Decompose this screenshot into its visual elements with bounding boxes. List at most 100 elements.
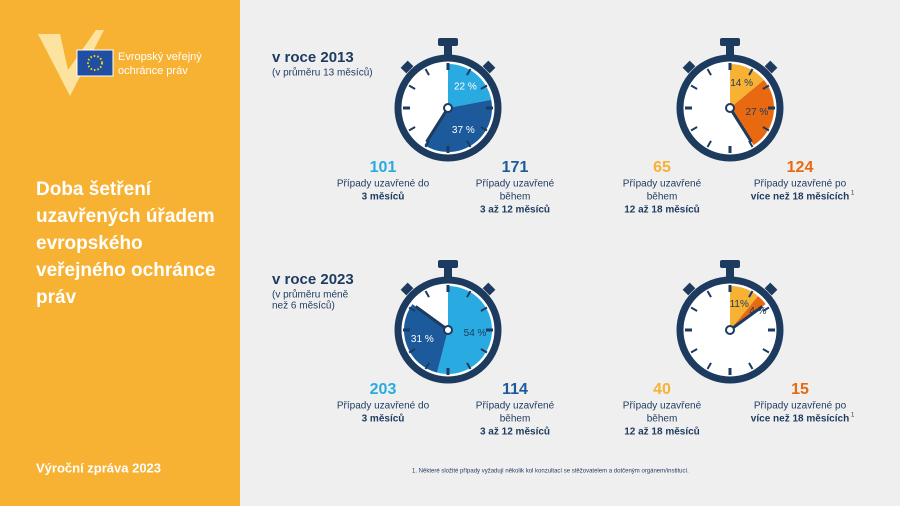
sidebar-title: uzavřených úřadem [36, 206, 214, 227]
logo-text: ochránce práv [118, 65, 188, 77]
stat-count: 65 [653, 159, 671, 176]
percent-label: 11% [730, 299, 749, 310]
tick [748, 362, 754, 370]
tick [480, 126, 488, 132]
stat-label: Případy uzavřené po [754, 401, 847, 412]
crown [438, 38, 458, 46]
hub [725, 103, 735, 113]
hand [729, 305, 764, 332]
sector [730, 286, 759, 330]
stat-label-bold: 3 měsíců [362, 191, 405, 203]
stat-count: 15 [791, 381, 809, 398]
logo [38, 30, 114, 96]
percent-label: 14 % [730, 78, 753, 89]
percent-label: 27 % [746, 107, 769, 118]
crown-stem [726, 45, 734, 55]
sector [437, 286, 493, 374]
stat-label-bold: 3 až 12 měsíců [480, 204, 550, 216]
tick [408, 126, 416, 132]
hand [414, 305, 449, 332]
tick [480, 306, 488, 312]
tick [480, 348, 488, 354]
tick [690, 126, 698, 132]
stat-label-bold: více než 18 měsících [751, 414, 849, 425]
tick [480, 84, 488, 90]
side-button [482, 282, 496, 296]
tick [408, 306, 416, 312]
sidebar-title: evropského [36, 233, 143, 254]
hub [443, 103, 453, 113]
stat-label: Případy uzavřené [623, 401, 702, 412]
stat-label: Případy uzavřené do [337, 179, 430, 190]
stat-label: během [647, 414, 678, 425]
tick [466, 140, 472, 148]
stopwatch [676, 260, 784, 384]
tick [690, 306, 698, 312]
panel-subheading: (v průměru 13 měsíců) [272, 67, 373, 79]
stat-label-bold: 12 až 18 měsíců [624, 204, 700, 216]
stat-count: 124 [787, 159, 814, 176]
side-button [764, 60, 778, 74]
crown [438, 260, 458, 268]
tick [466, 362, 472, 370]
tick [748, 68, 754, 76]
sidebar [0, 0, 240, 506]
sidebar-footer: Výroční zpráva 2023 [36, 460, 161, 475]
stat-label: během [647, 192, 678, 203]
tick [690, 84, 698, 90]
percent-label: 31 % [411, 334, 434, 345]
crown-stem [444, 45, 452, 55]
stat-label: Případy uzavřené [623, 179, 702, 190]
stat-label: Případy uzavřené do [337, 401, 430, 412]
hub [725, 325, 735, 335]
side-button [682, 282, 696, 296]
percent-label: 4 % [749, 306, 766, 317]
panel-heading: v roce 2023 [272, 271, 354, 288]
side-button [400, 60, 414, 74]
percent-label: 54 % [464, 328, 487, 339]
footnote-ref: 1 [851, 413, 855, 419]
stat-count: 40 [653, 381, 671, 398]
tick [424, 362, 430, 370]
tick [408, 348, 416, 354]
stopwatch [394, 38, 502, 162]
sector [730, 79, 774, 146]
content-bg [240, 0, 900, 506]
stat-label-bold: 3 až 12 měsíců [480, 426, 550, 438]
panel-heading: v roce 2013 [272, 49, 354, 66]
sector [404, 304, 448, 373]
stat-label: Případy uzavřené [476, 401, 555, 412]
side-button [764, 282, 778, 296]
tick [466, 290, 472, 298]
tick [466, 68, 472, 76]
percent-label: 22 % [454, 82, 477, 93]
side-button [400, 282, 414, 296]
crown [720, 260, 740, 268]
stat-count: 114 [502, 381, 528, 398]
crown-stem [444, 267, 452, 277]
stopwatch [676, 38, 784, 162]
sector [448, 64, 492, 108]
footnote-ref: 1 [851, 191, 855, 197]
tick [706, 290, 712, 298]
tick [424, 140, 430, 148]
crown-stem [726, 267, 734, 277]
sector [730, 296, 766, 330]
hand [728, 107, 753, 143]
tick [762, 306, 770, 312]
hand [425, 107, 450, 143]
sidebar-title: veřejného ochránce [36, 260, 216, 281]
hub [443, 325, 453, 335]
side-button [682, 60, 696, 74]
tick [424, 68, 430, 76]
panel-subheading: než 6 měsíců) [272, 300, 335, 312]
sidebar-title: práv [36, 287, 77, 308]
stat-label-bold: 3 měsíců [362, 413, 405, 425]
tick [706, 140, 712, 148]
tick [748, 140, 754, 148]
sidebar-title: Doba šetření [36, 179, 152, 200]
sector [424, 99, 492, 152]
tick [762, 348, 770, 354]
stat-label: během [500, 414, 531, 425]
crown [720, 38, 740, 46]
